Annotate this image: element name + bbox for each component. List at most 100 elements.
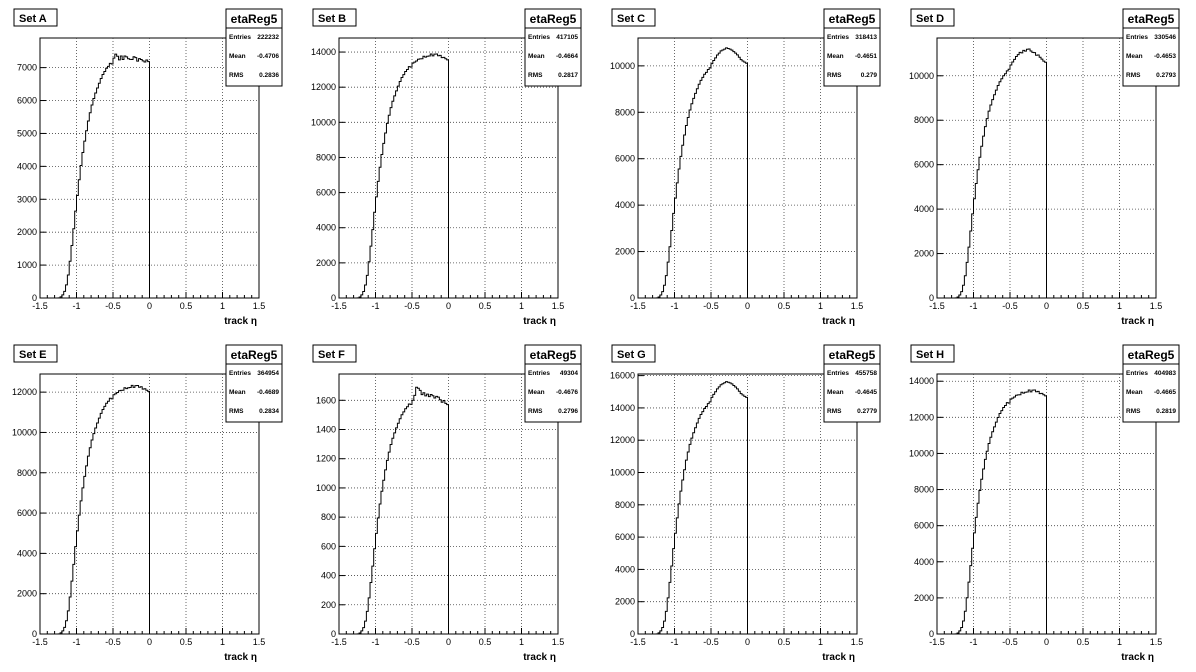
x-tick-label: -1.5	[929, 301, 945, 311]
y-tick-label: 10000	[311, 117, 336, 127]
panel-title-text: Set H	[916, 349, 944, 361]
stat-label-entries: Entries	[528, 34, 550, 41]
stat-label-rms: RMS	[827, 408, 842, 415]
stat-label-entries: Entries	[229, 370, 251, 377]
stats-box-frame	[823, 344, 881, 423]
panel-title-box	[910, 344, 955, 363]
x-tick-label: 1	[818, 637, 823, 647]
x-axis-label: track η	[523, 652, 556, 663]
x-tick-label: 1.5	[552, 637, 565, 647]
x-tick-label: 0	[1044, 637, 1049, 647]
y-tick-label: 12000	[610, 435, 635, 445]
y-tick-label: 6000	[914, 160, 934, 170]
x-tick-label: 0.5	[778, 301, 791, 311]
stat-label-rms: RMS	[528, 408, 543, 415]
y-tick-label: 8000	[615, 107, 635, 117]
y-tick-label: 4000	[615, 564, 635, 574]
stat-label-entries: Entries	[528, 370, 550, 377]
stat-value-rms: 0.2836	[259, 72, 279, 79]
histogram-panel: -1.5 -1 -0.5 0 0.5 1 1.5 0 2000 4000 6000 8000 10000…	[12, 344, 283, 663]
y-tick-label: 10000	[909, 448, 934, 458]
panel-title-text: Set C	[617, 13, 645, 25]
histogram-name: etaReg5	[1128, 348, 1175, 362]
y-tick-label: 8000	[17, 468, 37, 478]
y-tick-label: 4000	[316, 223, 336, 233]
stats-box: etaReg5 Entries 222232 Mean -0.4706 RMS 0.2836	[225, 8, 283, 87]
stat-value-entries: 404983	[1154, 370, 1176, 377]
stat-value-mean: -0.4676	[556, 389, 578, 396]
stats-box: etaReg5 Entries 404983 Mean -0.4665 RMS 0.2819	[1122, 344, 1180, 423]
y-tick-label: 10000	[610, 61, 635, 71]
y-tick-label: 0	[331, 293, 336, 303]
panel-title-text: Set D	[916, 13, 944, 25]
y-tick-label: 6000	[615, 532, 635, 542]
histogram-name: etaReg5	[231, 12, 278, 26]
x-tick-label: 1.5	[1150, 637, 1163, 647]
y-tick-label: 12000	[12, 387, 37, 397]
y-tick-label: 14000	[909, 376, 934, 386]
y-tick-label: 10000	[610, 468, 635, 478]
x-axis-label: track η	[224, 316, 257, 327]
panel-title: Set B	[312, 8, 357, 27]
x-tick-label: -1	[969, 301, 977, 311]
x-tick-label: 0.5	[1077, 301, 1090, 311]
y-tick-label: 7000	[17, 63, 37, 73]
y-tick-label: 2000	[615, 247, 635, 257]
x-tick-label: 1	[1117, 637, 1122, 647]
histogram-series	[57, 53, 150, 299]
y-tick-label: 0	[32, 629, 37, 639]
y-tick-label: 2000	[316, 258, 336, 268]
x-axis-label: track η	[1121, 652, 1154, 663]
panel-title-text: Set F	[318, 349, 345, 361]
stat-label-mean: Mean	[827, 389, 844, 396]
panel-title-box	[611, 344, 656, 363]
x-tick-label: -1	[72, 637, 80, 647]
histogram-panel: -1.5 -1 -0.5 0 0.5 1 1.5 0 2000 4000 6000 8000 10000…	[610, 8, 881, 327]
panel-title-text: Set G	[617, 349, 646, 361]
y-tick-label: 1600	[316, 395, 336, 405]
y-tick-label: 2000	[17, 589, 37, 599]
stat-value-rms: 0.2819	[1156, 408, 1176, 415]
stat-label-mean: Mean	[1126, 53, 1143, 60]
panel-title: Set D	[910, 8, 955, 27]
y-tick-label: 10000	[12, 427, 37, 437]
panel-title: Set E	[13, 344, 58, 363]
panel-title-text: Set A	[19, 13, 47, 25]
stats-box: etaReg5 Entries 455758 Mean -0.4645 RMS 0.2779	[823, 344, 881, 423]
panel-title: Set C	[611, 8, 656, 27]
x-tick-label: 0	[745, 301, 750, 311]
x-tick-label: -0.5	[1002, 637, 1018, 647]
histogram-series	[356, 386, 449, 635]
y-tick-label: 3000	[17, 194, 37, 204]
stats-box: etaReg5 Entries 330546 Mean -0.4653 RMS 0.2793	[1122, 8, 1180, 87]
x-tick-label: 1.5	[253, 637, 266, 647]
stat-label-entries: Entries	[1126, 370, 1148, 377]
y-tick-label: 14000	[311, 47, 336, 57]
stats-box-frame	[1122, 344, 1180, 423]
x-tick-label: 0	[147, 637, 152, 647]
histogram-panel: -1.5 -1 -0.5 0 0.5 1 1.5 0 2000 4000 6000 8000 10000…	[610, 344, 881, 663]
stat-value-rms: 0.2779	[857, 408, 877, 415]
histogram-panel: -1.5 -1 -0.5 0 0.5 1 1.5 0 2000 4000 6000 8000 10000…	[909, 344, 1180, 663]
stat-value-rms: 0.2793	[1156, 72, 1176, 79]
stat-label-mean: Mean	[528, 389, 545, 396]
histogram-series	[655, 381, 748, 635]
x-tick-label: -0.5	[703, 301, 719, 311]
stat-value-mean: -0.4689	[257, 389, 279, 396]
y-tick-label: 14000	[610, 403, 635, 413]
x-axis-label: track η	[224, 652, 257, 663]
x-tick-label: 0	[446, 301, 451, 311]
y-tick-label: 16000	[610, 371, 635, 381]
panel-title-box	[312, 344, 357, 363]
stat-label-mean: Mean	[528, 53, 545, 60]
panel-title-box	[611, 8, 656, 27]
y-tick-label: 2000	[17, 227, 37, 237]
x-tick-label: 0.5	[180, 637, 193, 647]
histogram-series	[57, 384, 150, 635]
histogram-series	[954, 48, 1047, 299]
histogram-panel: -1.5 -1 -0.5 0 0.5 1 1.5 0 2000 4000 6000 8000 10000…	[311, 8, 582, 327]
panel-title-text: Set B	[318, 13, 346, 25]
x-tick-label: 0	[1044, 301, 1049, 311]
y-tick-label: 8000	[615, 500, 635, 510]
